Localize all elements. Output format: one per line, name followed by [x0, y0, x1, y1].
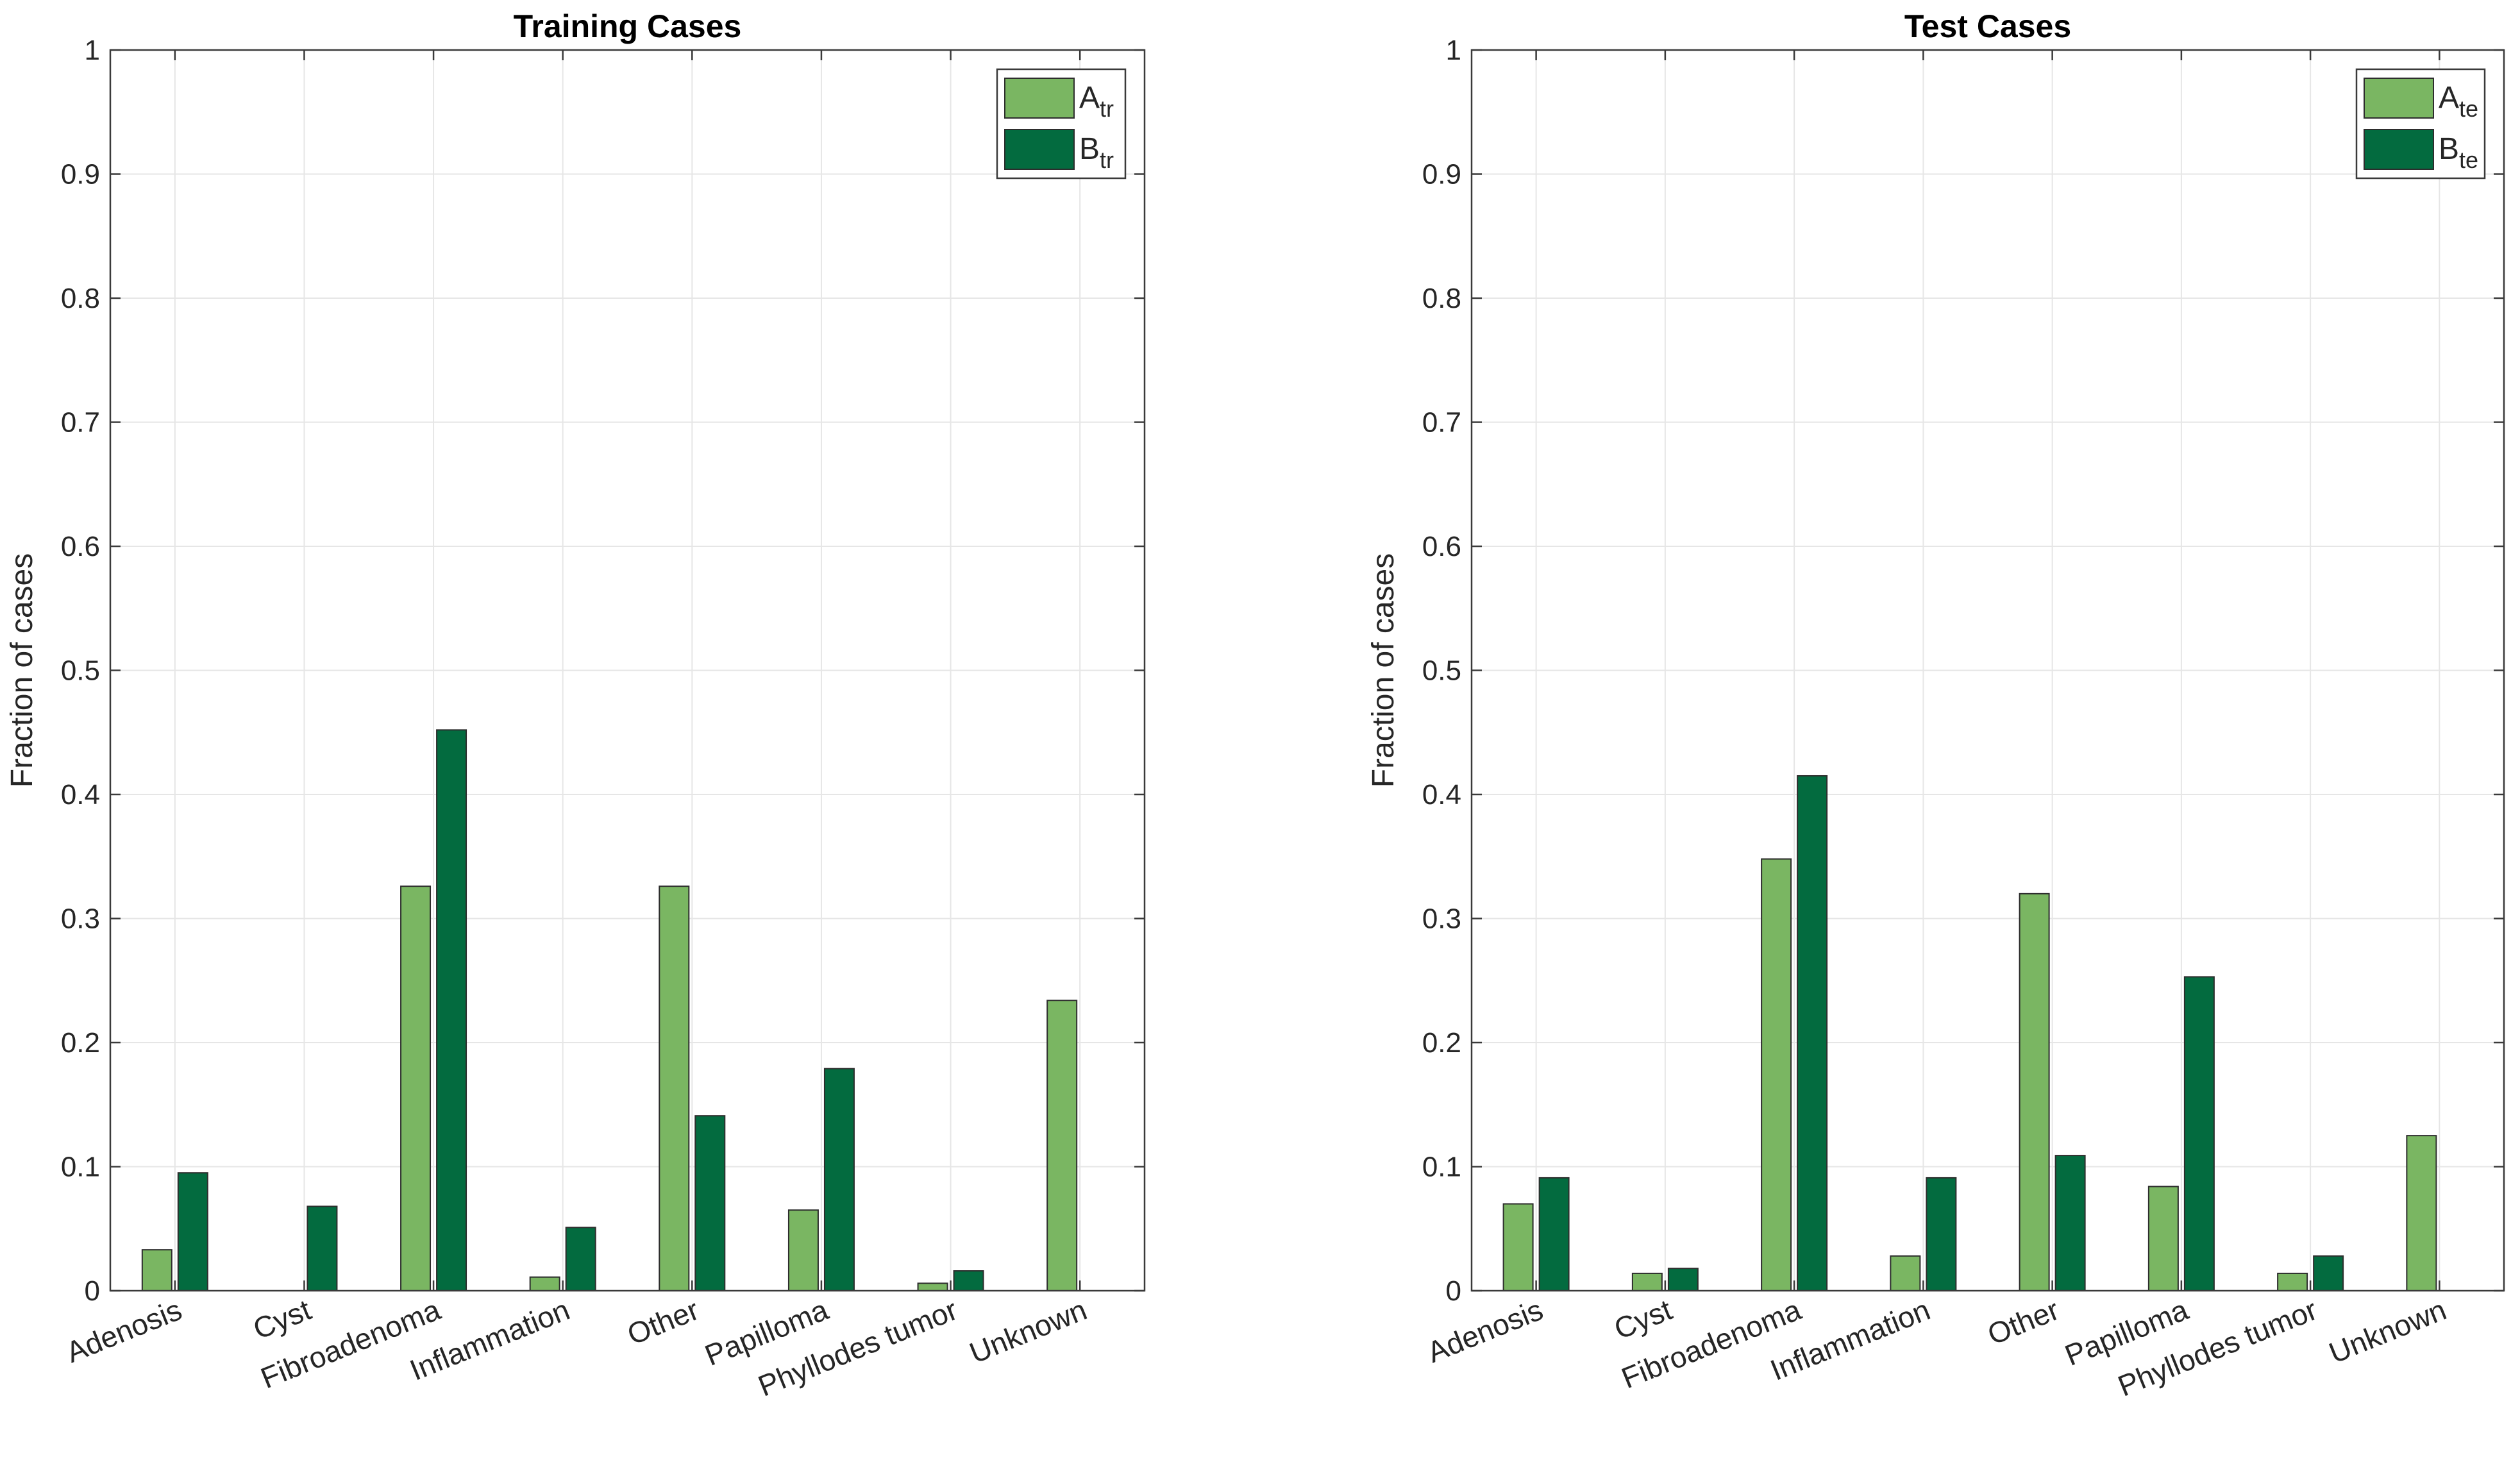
chart-1-bar-b-5	[823, 1068, 855, 1291]
chart-2-x-tick-label: Adenosis	[1422, 1293, 1547, 1369]
chart-2-x-tick-label: Other	[1983, 1293, 2063, 1351]
chart-2-legend: Ate Bte	[2355, 68, 2486, 180]
chart-1-x-tick-label: Cyst	[248, 1293, 315, 1346]
chart-1-x-tick-label: Adenosis	[62, 1293, 187, 1369]
chart-2-bar-b-5	[2183, 976, 2215, 1291]
chart-1-bar-b-4	[694, 1115, 726, 1292]
chart-1-bar-b-6	[953, 1270, 984, 1292]
chart-2-y-tick-label: 0.6	[1422, 531, 1461, 562]
chart-2-y-tick-label: 0	[1446, 1275, 1461, 1307]
chart-2-y-tick-label: 0.9	[1422, 159, 1461, 190]
chart-2-bar-a-5	[2147, 1186, 2179, 1291]
chart-2-bar-a-0	[1502, 1203, 1534, 1292]
chart-2-bar-a-6	[2277, 1272, 2308, 1292]
chart-1-y-tick-label: 0.4	[61, 779, 100, 810]
chart-1-y-tick-label: 0.3	[61, 903, 100, 935]
chart-1-y-tick-label: 0.9	[61, 159, 100, 190]
chart-1-bar-a-7	[1046, 1000, 1078, 1291]
chart-1-bar-a-5	[787, 1209, 819, 1291]
chart-2-legend-label-a: Ate	[2439, 81, 2478, 122]
chart-1-bar-a-6	[917, 1282, 948, 1292]
chart-1-x-tick-label: Unknown	[965, 1293, 1091, 1370]
chart-2-y-tick-label: 0.2	[1422, 1027, 1461, 1059]
chart-1-bar-a-3	[529, 1276, 560, 1291]
chart-1-bar-a-2	[400, 885, 432, 1291]
chart-2-bar-a-2	[1761, 858, 1792, 1291]
chart-1-x-tick-label: Other	[623, 1293, 703, 1351]
chart-1-bar-b-0	[177, 1172, 208, 1292]
chart-2-y-tick-label: 0.7	[1422, 407, 1461, 439]
chart-2-bar-b-2	[1797, 775, 1828, 1291]
chart-2-y-tick-label: 0.8	[1422, 283, 1461, 314]
chart-1-panel: 0 0.1 0.2 0.3 0.4 0.5 0.6 0.7 0.8 0.9 1 Adenosis Cys…	[5, 8, 1146, 1403]
chart-2-title: Test Cases	[1904, 8, 2071, 44]
chart-1-bar-b-1	[307, 1205, 338, 1292]
chart-1-legend-swatch-a	[1004, 78, 1075, 119]
chart-2-bar-a-3	[1890, 1255, 1921, 1291]
chart-2-x-tick-label: Unknown	[2324, 1293, 2451, 1370]
chart-2-y-tick-label: 1	[1446, 35, 1461, 66]
chart-1-title: Training Cases	[514, 8, 742, 44]
chart-1-bar-b-3	[565, 1227, 596, 1291]
chart-2-y-axis-label: Fraction of cases	[1366, 553, 1400, 787]
chart-2-bar-b-0	[1538, 1177, 1570, 1292]
chart-1-legend: Atr Btr	[996, 68, 1127, 180]
chart-2-legend-swatch-a	[2364, 78, 2434, 119]
chart-2-y-tick-label: 0.5	[1422, 655, 1461, 687]
chart-2-y-tick-label: 0.3	[1422, 903, 1461, 935]
chart-1-bar-a-4	[659, 885, 690, 1291]
chart-2-bar-b-1	[1667, 1268, 1699, 1292]
chart-2-bar-a-1	[1631, 1272, 1663, 1292]
chart-1-y-tick-label: 0.1	[61, 1152, 100, 1183]
chart-1-bar-b-2	[436, 729, 467, 1291]
chart-1-bar-a-0	[141, 1249, 172, 1292]
chart-1-y-tick-label: 0.5	[61, 655, 100, 687]
chart-1-y-tick-label: 0.8	[61, 283, 100, 314]
chart-2-legend-swatch-b	[2364, 129, 2434, 170]
chart-1-y-tick-label: 0.2	[61, 1027, 100, 1059]
chart-2-bar-b-3	[1926, 1177, 1957, 1292]
chart-1-legend-label-a: Atr	[1079, 81, 1114, 122]
chart-1-y-tick-label: 0	[85, 1275, 100, 1307]
chart-2-bar-b-6	[2313, 1255, 2344, 1291]
chart-1-legend-swatch-b	[1004, 129, 1075, 170]
chart-1-y-tick-label: 0.7	[61, 407, 100, 439]
chart-2-bar-a-7	[2406, 1135, 2437, 1291]
chart-1-legend-label-b: Btr	[1079, 132, 1114, 173]
chart-2-panel: 0 0.1 0.2 0.3 0.4 0.5 0.6 0.7 0.8 0.9 1 Adenosis Cys…	[1366, 8, 2505, 1403]
chart-1-y-tick-label: 0.6	[61, 531, 100, 562]
chart-2-y-tick-label: 0.4	[1422, 779, 1461, 810]
chart-1-y-tick-label: 1	[85, 35, 100, 66]
chart-2-legend-label-b: Bte	[2439, 132, 2478, 173]
chart-1-y-axis-label: Fraction of cases	[5, 553, 39, 787]
chart-2-bar-a-4	[2019, 893, 2050, 1292]
chart-2-bar-b-4	[2054, 1155, 2086, 1291]
chart-2-x-tick-label: Cyst	[1609, 1293, 1677, 1346]
chart-2-y-tick-label: 0.1	[1422, 1152, 1461, 1183]
